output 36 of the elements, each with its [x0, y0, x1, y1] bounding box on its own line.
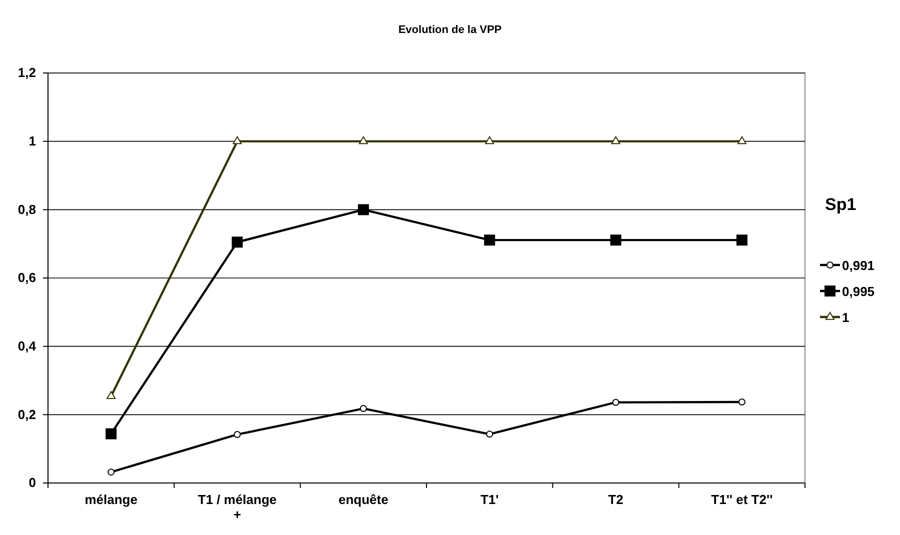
chart-title: Evolution de la VPP [398, 24, 502, 36]
point [358, 204, 369, 216]
y-tick-label: 0,6 [18, 270, 36, 286]
point [612, 398, 620, 406]
x-tick-label: mélange [84, 492, 138, 508]
point [738, 398, 746, 406]
point [486, 430, 494, 438]
point [108, 468, 115, 476]
x-tick-label: T2 [608, 492, 624, 508]
legend-label: 0,991 [842, 258, 875, 273]
y-tick-label: 0,8 [18, 202, 36, 217]
y-tick-label: 0,2 [18, 406, 36, 422]
x-tick-label: enquête [338, 492, 388, 508]
y-tick-label: 0 [28, 475, 36, 490]
point [737, 136, 746, 144]
y-tick-label: 1 [28, 133, 36, 148]
point [106, 428, 117, 440]
point [360, 405, 367, 412]
y-tick-label: 0,4 [18, 338, 37, 354]
point [485, 136, 494, 144]
legend-title: Sp1 [825, 195, 856, 214]
legend-label: 0,995 [842, 284, 875, 299]
point [610, 234, 622, 246]
point [234, 430, 241, 438]
point [736, 234, 748, 246]
point [232, 236, 243, 248]
point [232, 136, 242, 144]
point [611, 136, 620, 144]
x-tick-label: T1'' et T2'' [711, 492, 773, 508]
legend-label: 1 [842, 310, 850, 325]
point [358, 136, 368, 144]
x-tick-label: T1' [480, 492, 499, 508]
x-tick-label: T1 / mélange + [198, 492, 277, 522]
y-tick-label: 1,2 [18, 65, 36, 80]
point [106, 391, 116, 400]
point [484, 234, 496, 246]
